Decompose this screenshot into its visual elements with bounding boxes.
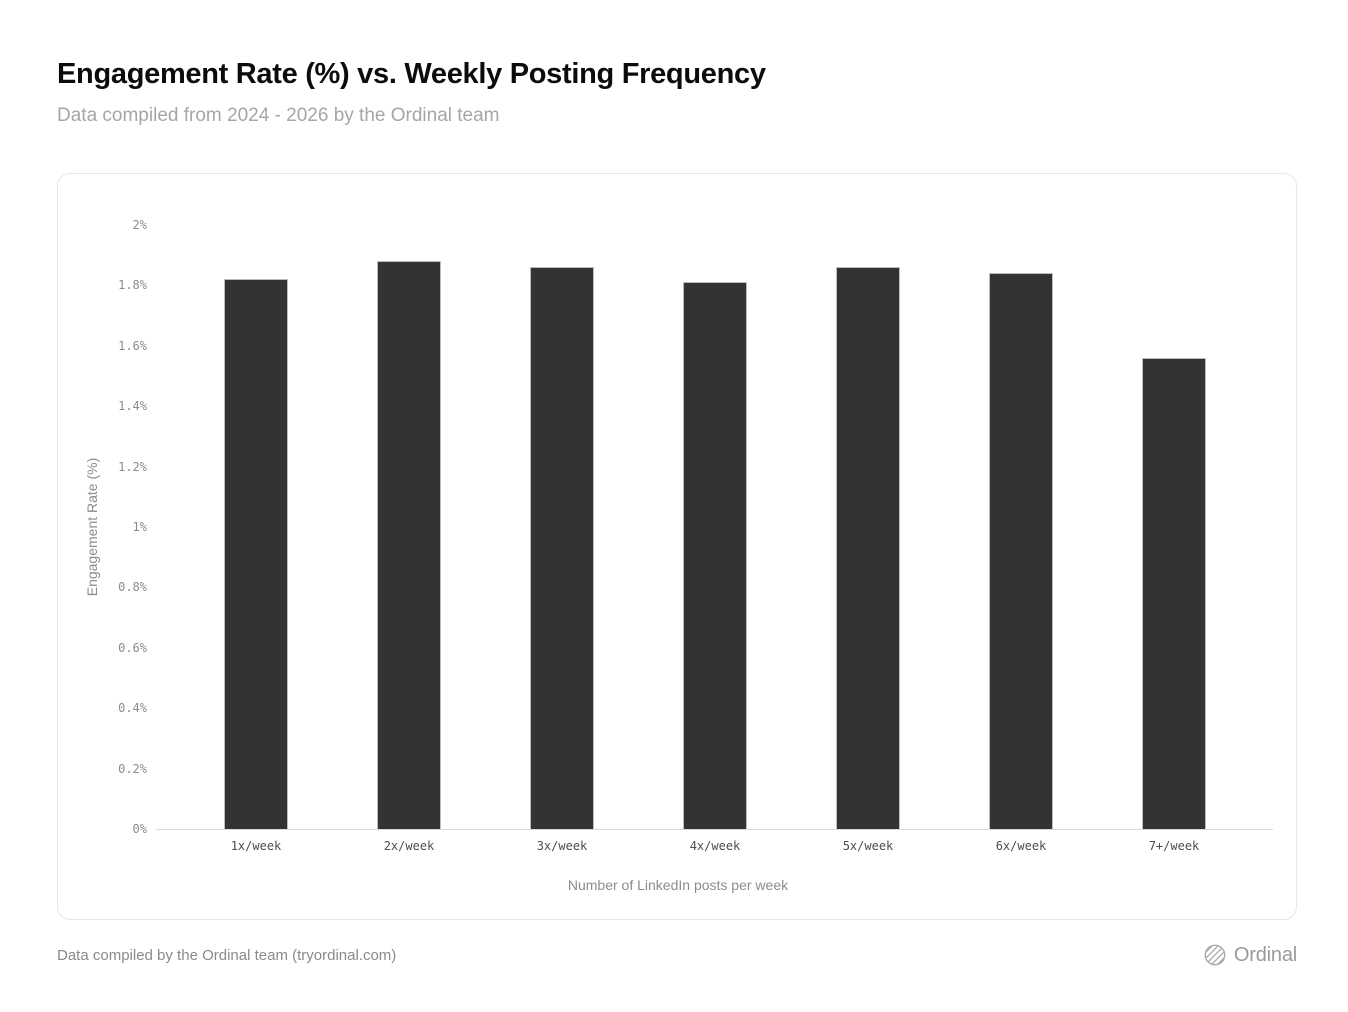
y-tick-label: 0.6% — [118, 640, 147, 655]
footer-note: Data compiled by the Ordinal team (tryor… — [57, 947, 397, 964]
x-tick-label: 6x/week — [995, 839, 1047, 853]
x-tick-label: 2x/week — [383, 839, 435, 853]
y-tick-label: 0.4% — [118, 701, 147, 716]
x-tick-label: 5x/week — [842, 839, 894, 853]
bar-2x/week — [377, 261, 441, 829]
bar-5x/week — [836, 267, 900, 829]
y-tick-label: 2% — [132, 218, 147, 232]
hatched-sphere-icon — [1203, 943, 1227, 967]
chart-card: Engagement Rate (%) Number of LinkedIn p… — [57, 173, 1297, 920]
y-tick-label: 0% — [132, 822, 147, 836]
bar-4x/week — [683, 282, 747, 829]
y-tick-label: 1.4% — [118, 399, 147, 414]
x-tick-label: 1x/week — [230, 839, 282, 853]
x-tick-label: 7+/week — [1148, 839, 1200, 853]
bar-6x/week — [989, 273, 1053, 829]
x-tick-label: 4x/week — [689, 839, 741, 853]
y-tick-label: 0.2% — [118, 761, 147, 776]
y-tick-label: 1.2% — [118, 459, 147, 474]
bar-7+/week — [1142, 358, 1206, 829]
header: Engagement Rate (%) vs. Weekly Posting F… — [57, 58, 1297, 127]
page-title: Engagement Rate (%) vs. Weekly Posting F… — [57, 58, 766, 90]
y-tick-label: 1.6% — [118, 338, 147, 353]
y-tick-label: 0.8% — [118, 580, 147, 595]
x-axis-title: Number of LinkedIn posts per week — [567, 877, 789, 893]
page-subtitle: Data compiled from 2024 - 2026 by the Or… — [57, 105, 500, 126]
bar-chart: Engagement Rate (%) Number of LinkedIn p… — [58, 174, 1296, 919]
bar-3x/week — [530, 267, 594, 829]
bar-1x/week — [224, 279, 288, 829]
x-axis-line — [156, 829, 1273, 830]
brand-name: Ordinal — [1233, 943, 1297, 966]
x-tick-label: 3x/week — [536, 839, 588, 853]
y-tick-label: 1.8% — [118, 278, 147, 293]
y-tick-label: 1% — [132, 520, 147, 534]
brand-logo: Ordinal — [1203, 943, 1297, 967]
